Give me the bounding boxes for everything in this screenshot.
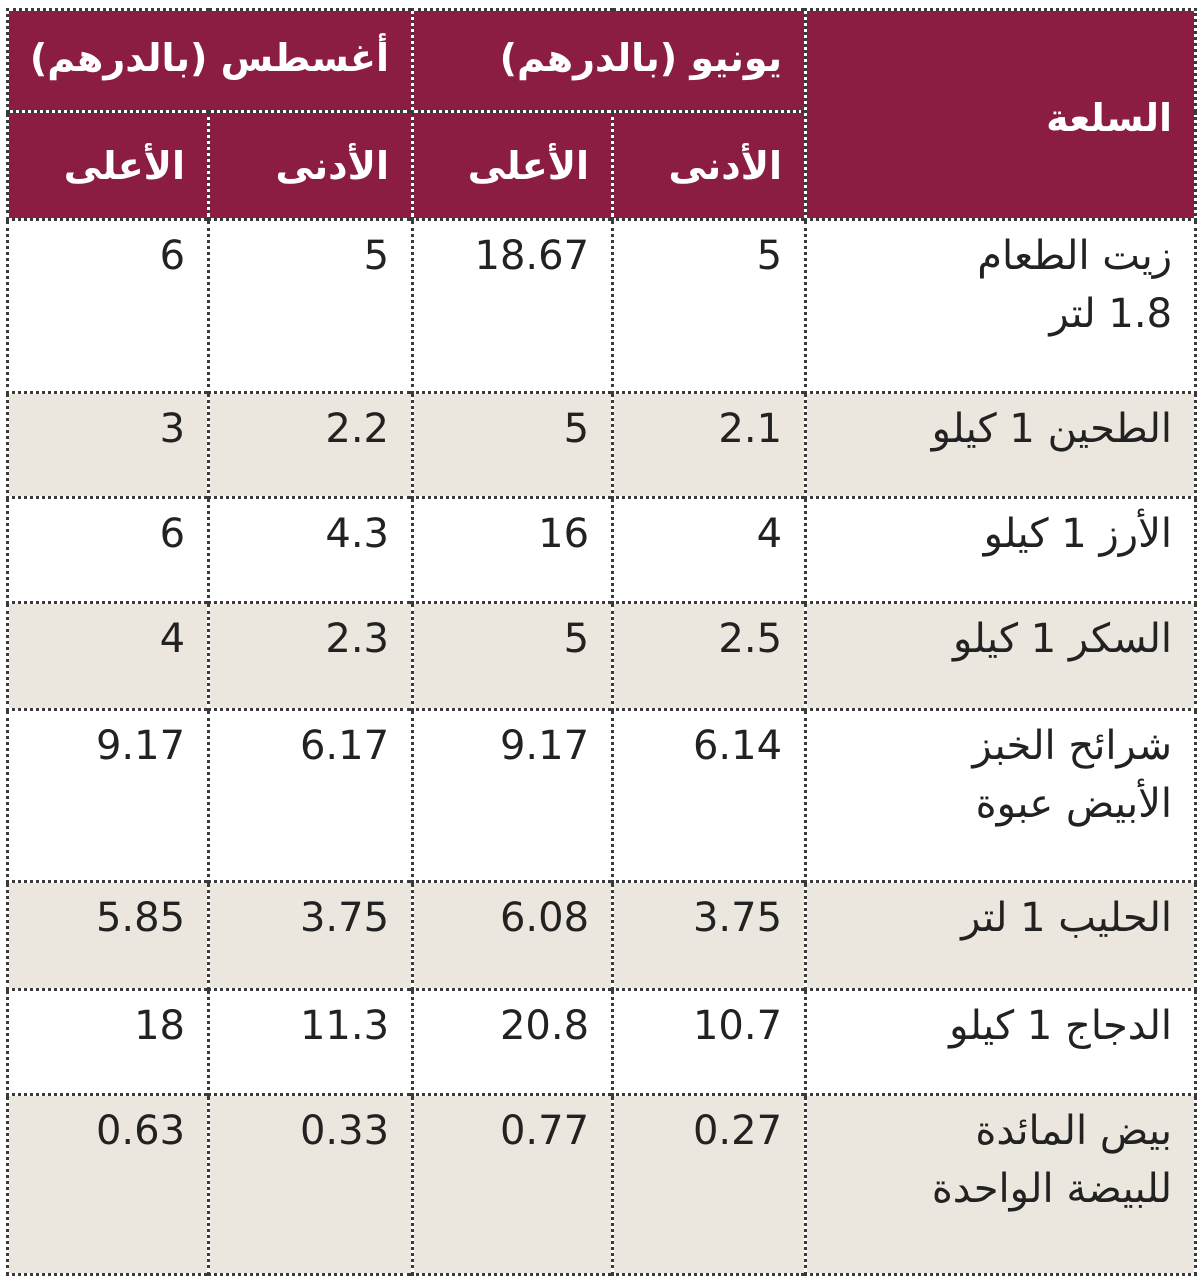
- price-cell: 2.5: [611, 601, 808, 711]
- table-row: شرائح الخبز الأبيض عبوة 6.14 9.17 6.17 9.17: [5, 708, 1198, 883]
- price-cell: 2.3: [207, 601, 415, 711]
- price-cell: 5: [411, 601, 615, 711]
- price-cell: 11.3: [207, 988, 415, 1096]
- table-row: الحليب 1 لتر 3.75 6.08 3.75 5.85: [5, 880, 1198, 991]
- price-cell: 6.17: [207, 708, 415, 883]
- item-cell: بيض المائدة للبيضة الواحدة: [804, 1093, 1198, 1276]
- price-cell: 0.63: [5, 1093, 211, 1276]
- price-cell: 0.27: [611, 1093, 808, 1276]
- price-table: السلعة يونيو (بالدرهم) أغسطس (بالدرهم) الأد…: [5, 8, 1198, 1276]
- table-row: الأرز 1 كيلو 4 16 4.3 6: [5, 496, 1198, 604]
- header-row: السلعة يونيو (بالدرهم) أغسطس (بالدرهم): [5, 8, 1198, 221]
- price-cell: 3.75: [611, 880, 808, 991]
- month-header: أغسطس (بالدرهم): [5, 8, 415, 113]
- table-row: الطحين 1 كيلو 2.1 5 2.2 3: [5, 391, 1198, 499]
- table-row: بيض المائدة للبيضة الواحدة 0.27 0.77 0.33 0.…: [5, 1093, 1198, 1276]
- price-cell: 2.1: [611, 391, 808, 499]
- price-cell: 5.85: [5, 880, 211, 991]
- table-row: الدجاج 1 كيلو 10.7 20.8 11.3 18: [5, 988, 1198, 1096]
- item-cell: الحليب 1 لتر: [804, 880, 1198, 991]
- item-cell: الطحين 1 كيلو: [804, 391, 1198, 499]
- table-row: السكر 1 كيلو 2.5 5 2.3 4: [5, 601, 1198, 711]
- subheader: الأدنى: [611, 110, 808, 221]
- price-cell: 3.75: [207, 880, 415, 991]
- table-row: زيت الطعام 1.8 لتر 5 18.67 5 6: [5, 218, 1198, 394]
- item-cell: الدجاج 1 كيلو: [804, 988, 1198, 1096]
- price-cell: 0.33: [207, 1093, 415, 1276]
- price-cell: 0.77: [411, 1093, 615, 1276]
- price-cell: 20.8: [411, 988, 615, 1096]
- month-header: يونيو (بالدرهم): [411, 8, 808, 113]
- price-cell: 4: [5, 601, 211, 711]
- subheader: الأعلى: [5, 110, 211, 221]
- price-cell: 3: [5, 391, 211, 499]
- item-header: السلعة: [804, 8, 1198, 221]
- price-cell: 9.17: [5, 708, 211, 883]
- subheader-row: الأدنى الأعلى الأدنى الأعلى: [5, 110, 1196, 221]
- price-cell: 5: [611, 218, 808, 394]
- price-cell: 6: [5, 218, 211, 394]
- price-cell: 4.3: [207, 496, 415, 604]
- subheader: الأعلى: [411, 110, 615, 221]
- item-cell: شرائح الخبز الأبيض عبوة: [804, 708, 1198, 883]
- subheader: الأدنى: [207, 110, 415, 221]
- price-cell: 6.14: [611, 708, 808, 883]
- price-cell: 18.67: [411, 218, 615, 394]
- item-cell: زيت الطعام 1.8 لتر: [804, 218, 1198, 394]
- price-cell: 9.17: [411, 708, 615, 883]
- item-cell: السكر 1 كيلو: [804, 601, 1198, 711]
- price-cell: 16: [411, 496, 615, 604]
- price-cell: 6.08: [411, 880, 615, 991]
- price-cell: 5: [207, 218, 415, 394]
- price-cell: 4: [611, 496, 808, 604]
- price-cell: 10.7: [611, 988, 808, 1096]
- price-cell: 2.2: [207, 391, 415, 499]
- price-cell: 5: [411, 391, 615, 499]
- item-cell: الأرز 1 كيلو: [804, 496, 1198, 604]
- price-cell: 6: [5, 496, 211, 604]
- price-cell: 18: [5, 988, 211, 1096]
